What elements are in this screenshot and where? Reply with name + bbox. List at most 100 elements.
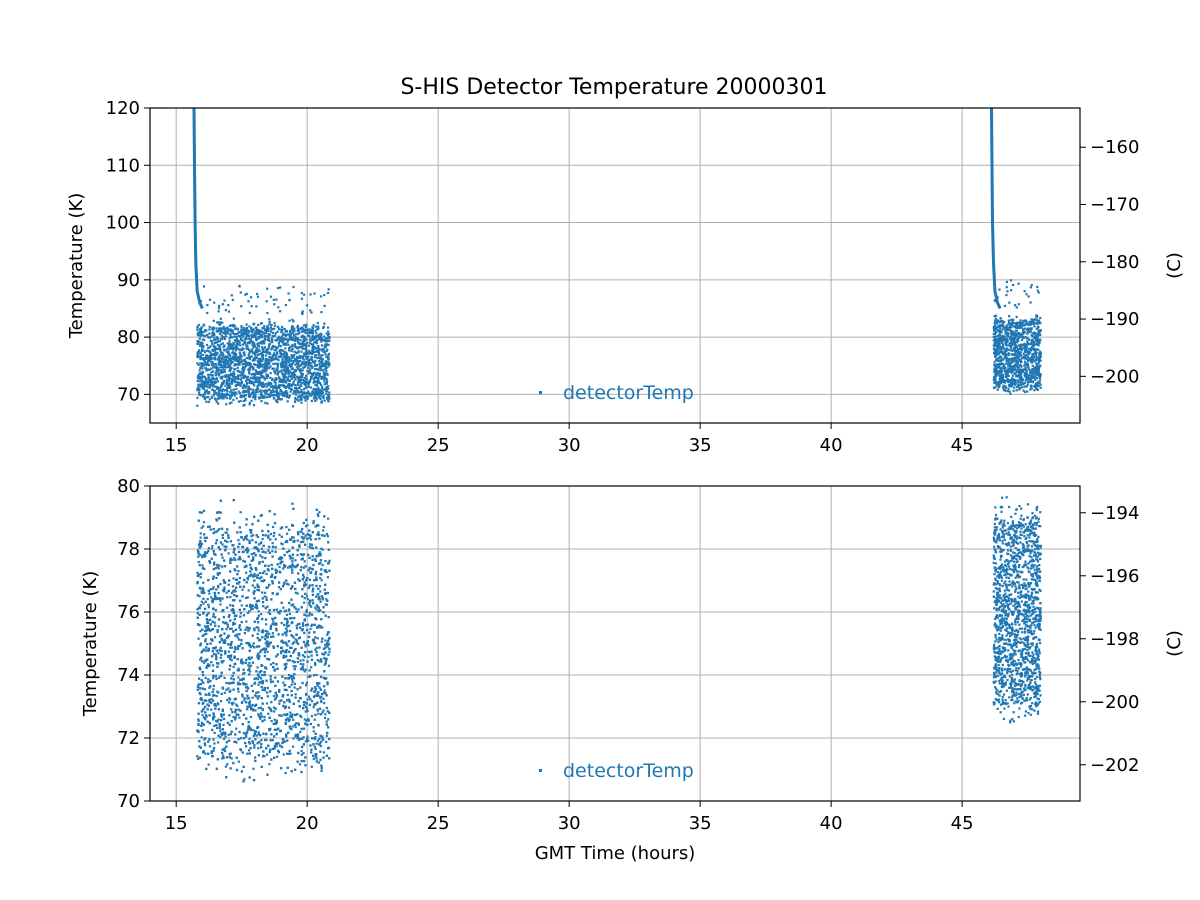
data-point — [310, 375, 314, 378]
data-point — [221, 388, 224, 391]
data-point — [272, 367, 275, 370]
data-point — [998, 321, 1001, 324]
data-point — [230, 401, 233, 404]
data-point — [1006, 373, 1009, 377]
data-point — [208, 357, 212, 361]
legend-marker — [539, 391, 542, 394]
data-point — [221, 342, 224, 345]
data-point — [1005, 280, 1008, 284]
data-point — [247, 390, 250, 393]
data-point — [1035, 351, 1038, 354]
data-point — [204, 383, 207, 386]
data-point — [279, 370, 282, 373]
data-point — [999, 382, 1003, 385]
data-point — [279, 380, 283, 384]
data-point — [323, 351, 326, 354]
data-point — [1037, 370, 1041, 373]
data-point — [303, 342, 306, 346]
data-point — [285, 355, 289, 358]
data-point — [326, 380, 329, 383]
data-point — [298, 391, 301, 394]
data-point — [214, 363, 217, 366]
data-point — [1039, 375, 1042, 378]
data-point — [996, 388, 999, 391]
data-point — [219, 327, 223, 330]
data-point — [257, 381, 260, 384]
data-point — [226, 330, 229, 333]
data-point — [225, 397, 228, 400]
data-point — [245, 347, 248, 350]
data-point — [316, 356, 319, 360]
data-point — [1017, 379, 1020, 382]
data-point — [234, 339, 237, 342]
data-point — [279, 363, 283, 366]
data-point — [1012, 378, 1015, 381]
data-point — [1014, 382, 1017, 385]
data-point — [269, 352, 272, 355]
data-point — [315, 347, 318, 350]
data-point — [261, 327, 264, 330]
data-point — [229, 335, 232, 338]
data-point — [228, 378, 231, 381]
data-point — [1022, 352, 1025, 355]
data-point — [1009, 332, 1013, 335]
data-point — [1003, 357, 1006, 360]
data-point — [1015, 389, 1018, 392]
data-point — [226, 379, 229, 382]
data-point — [1038, 329, 1041, 332]
data-point — [301, 357, 304, 360]
data-point — [239, 399, 242, 403]
data-point — [1024, 350, 1027, 354]
data-point — [199, 380, 202, 383]
data-point — [252, 404, 256, 407]
data-point — [262, 366, 265, 369]
data-point — [314, 396, 317, 399]
data-point — [1039, 351, 1042, 355]
data-point — [243, 326, 246, 330]
data-point — [282, 393, 285, 396]
data-point — [1022, 329, 1025, 332]
data-point — [305, 394, 308, 397]
data-point — [995, 385, 998, 388]
data-point — [292, 392, 295, 395]
data-point — [228, 358, 232, 361]
data-point — [223, 389, 226, 392]
data-point — [285, 330, 288, 333]
data-point — [1029, 286, 1032, 289]
data-point — [213, 380, 216, 383]
data-point — [254, 389, 258, 392]
data-point — [314, 335, 317, 339]
data-point — [1031, 364, 1034, 367]
data-point — [264, 354, 268, 357]
data-point — [275, 385, 278, 388]
data-point — [292, 380, 295, 383]
data-point — [1007, 335, 1010, 338]
data-point — [995, 366, 998, 369]
data-point — [196, 404, 199, 407]
data-point — [1026, 322, 1030, 325]
data-point — [322, 335, 326, 338]
data-point — [272, 388, 275, 391]
data-point — [994, 344, 997, 347]
data-point — [1034, 349, 1037, 353]
data-point — [288, 319, 291, 322]
data-point — [1026, 351, 1029, 354]
data-point — [201, 357, 204, 360]
data-point — [261, 376, 264, 379]
data-point — [201, 364, 204, 367]
data-point — [201, 338, 204, 341]
data-point — [317, 337, 321, 340]
data-point — [240, 326, 243, 329]
data-point — [214, 347, 218, 350]
data-point — [301, 311, 304, 315]
data-point — [286, 395, 289, 399]
data-point — [1016, 335, 1019, 338]
data-point — [310, 377, 313, 380]
data-point — [229, 395, 232, 399]
data-point — [328, 397, 331, 400]
data-point — [325, 381, 329, 384]
data-point — [310, 337, 313, 340]
data-point — [256, 371, 260, 374]
data-point — [1013, 331, 1016, 334]
data-point — [1026, 390, 1029, 393]
